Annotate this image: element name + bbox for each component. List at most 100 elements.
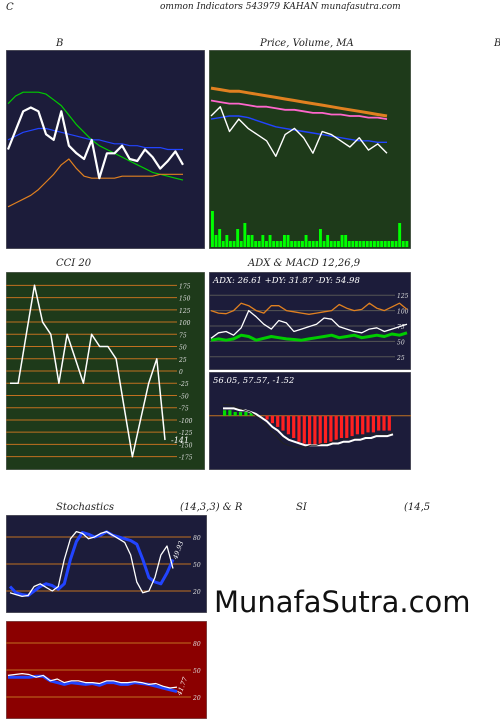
cci-tick-label: -100 bbox=[179, 418, 193, 425]
adx-tick-label: 50 bbox=[397, 339, 405, 346]
cci-last-label: -141 bbox=[171, 436, 189, 445]
cci-tick-label: -50 bbox=[179, 393, 189, 400]
stoch-params-label: (14,3,3) & R bbox=[180, 502, 243, 513]
volume-bar bbox=[351, 241, 355, 247]
volume-bar bbox=[347, 241, 351, 247]
volume-bar bbox=[365, 241, 369, 247]
volume-bar bbox=[383, 241, 387, 247]
panel-background bbox=[209, 272, 411, 370]
macd-histogram-bar bbox=[228, 410, 232, 416]
bb-series-line bbox=[6, 106, 184, 180]
volume-bar bbox=[254, 241, 258, 247]
macd-histogram-bar bbox=[355, 415, 359, 435]
cci-tick-label: -175 bbox=[179, 455, 193, 462]
volume-bar bbox=[369, 241, 373, 247]
volume-bar bbox=[214, 235, 218, 247]
rsi-params-label: (14,5 bbox=[404, 502, 431, 513]
macd-histogram-bar bbox=[345, 415, 349, 438]
adx-series-line bbox=[210, 331, 408, 342]
volume-bar bbox=[329, 241, 333, 247]
bollinger-chart bbox=[6, 50, 205, 249]
volume-bar bbox=[250, 235, 254, 247]
volume-bar bbox=[311, 241, 315, 247]
volume-bar bbox=[319, 229, 322, 247]
volume-bar bbox=[272, 241, 276, 247]
macd-line bbox=[223, 404, 394, 448]
adx-macd-label: ADX & MACD 12,26,9 bbox=[248, 258, 361, 269]
macd-histogram-bar bbox=[350, 415, 354, 437]
volume-bar bbox=[265, 241, 268, 247]
macd-histogram-bar bbox=[361, 415, 365, 435]
rsi-series-line bbox=[7, 672, 178, 689]
rsi-tick-label: 20 bbox=[192, 695, 201, 702]
macd-histogram-bar bbox=[281, 415, 285, 431]
macd-histogram-bar bbox=[318, 415, 322, 446]
volume-bar bbox=[290, 241, 294, 247]
cci-tick-label: -75 bbox=[179, 406, 189, 413]
macd-chart: 56.05, 57.57, -1.52 bbox=[209, 372, 411, 470]
macd-histogram-bar bbox=[323, 415, 328, 444]
volume-bar bbox=[218, 229, 222, 247]
watermark: MunafaSutra.com bbox=[214, 585, 471, 619]
volume-bar bbox=[405, 241, 409, 247]
stoch-tick-label: 50 bbox=[193, 562, 201, 569]
volume-bar bbox=[211, 211, 214, 247]
header-left-letter: C bbox=[6, 2, 14, 13]
adx-series-line bbox=[210, 302, 408, 315]
macd-histogram-bar bbox=[233, 412, 237, 416]
adx-chart: 125 100 75 50 25 ADX: 26.61 +DY: 31.87 -DY: 5… bbox=[209, 272, 411, 370]
page-title: ommon Indicators 543979 KAHAN munafasutr… bbox=[160, 2, 401, 12]
volume-bar bbox=[279, 241, 283, 247]
bb-label: B bbox=[56, 38, 64, 49]
macd-histogram-bar bbox=[334, 415, 338, 440]
rsi-tick-label: 50 bbox=[193, 668, 201, 675]
macd-histogram-bar bbox=[313, 415, 317, 446]
macd-histogram-bar bbox=[270, 415, 274, 424]
volume-bar bbox=[243, 223, 247, 247]
volume-bar bbox=[268, 235, 272, 247]
macd-histogram-bar bbox=[276, 415, 280, 427]
stoch-series-line bbox=[8, 530, 175, 597]
volume-bar bbox=[275, 241, 279, 247]
volume-bar bbox=[358, 241, 362, 247]
adx-tick-label: 25 bbox=[396, 355, 405, 362]
volume-bar bbox=[401, 241, 405, 247]
volume-bar bbox=[362, 241, 366, 247]
volume-bar bbox=[326, 235, 330, 247]
stoch-label: Stochastics bbox=[56, 502, 114, 513]
volume-bar bbox=[344, 235, 348, 247]
volume-bar bbox=[229, 241, 232, 247]
volume-bar bbox=[376, 241, 380, 247]
bb-series-line bbox=[7, 91, 184, 181]
price-series-line bbox=[210, 99, 388, 120]
cci-tick-label: 100 bbox=[179, 320, 191, 327]
cci-tick-label: 175 bbox=[179, 283, 191, 290]
macd-histogram-bar bbox=[308, 415, 312, 446]
macd-histogram-bar bbox=[371, 415, 375, 433]
volume-bar bbox=[221, 241, 225, 247]
macd-histogram-bar bbox=[377, 415, 381, 431]
macd-histogram-bar bbox=[265, 415, 269, 420]
volume-bar bbox=[232, 241, 236, 247]
volume-bar bbox=[315, 241, 319, 247]
volume-bar bbox=[261, 235, 265, 247]
adx-series-line bbox=[210, 309, 408, 339]
cci-tick-label: 125 bbox=[179, 308, 191, 315]
volume-bar bbox=[391, 241, 394, 247]
stoch-tick-label: 80 bbox=[193, 535, 201, 542]
cci-line bbox=[10, 284, 166, 458]
macd-histogram-bar bbox=[244, 412, 248, 416]
volume-bar bbox=[297, 241, 301, 247]
volume-bar bbox=[308, 241, 312, 247]
volume-bar bbox=[247, 235, 250, 247]
cci-label: CCI 20 bbox=[56, 258, 92, 269]
cci-tick-label: 150 bbox=[179, 296, 191, 303]
volume-bar bbox=[257, 241, 261, 247]
macd-histogram-bar bbox=[292, 415, 296, 438]
volume-bar bbox=[373, 241, 376, 247]
volume-bar bbox=[236, 229, 240, 247]
cci-tick-label: 75 bbox=[179, 332, 187, 339]
volume-bar bbox=[394, 241, 398, 247]
volume-bar bbox=[239, 241, 243, 247]
